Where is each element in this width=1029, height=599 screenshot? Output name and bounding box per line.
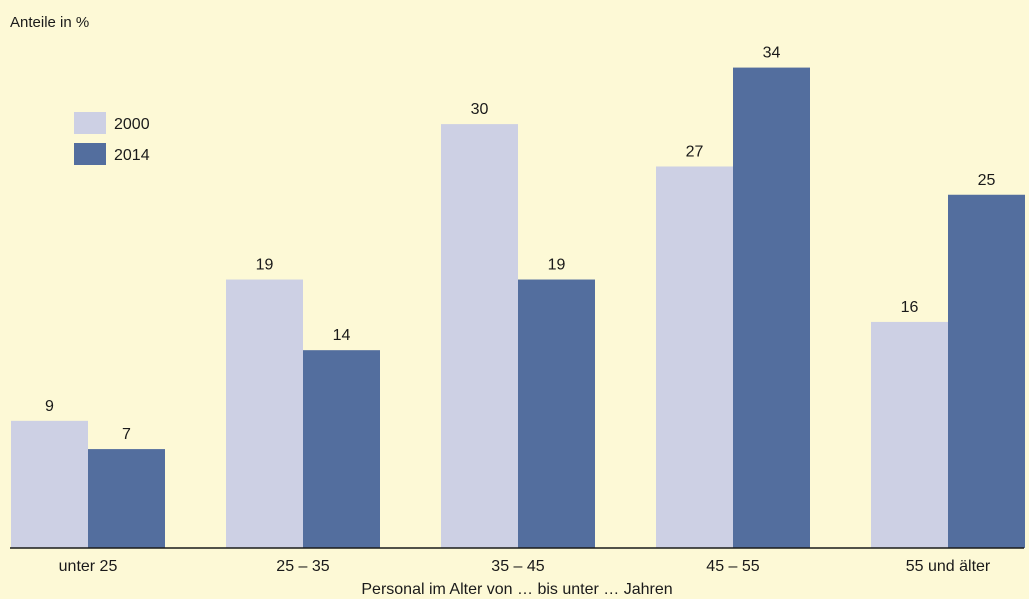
- bar-2000-1: [226, 279, 303, 548]
- x-tick-label-0: unter 25: [59, 558, 118, 575]
- value-label-2000-0: 9: [45, 398, 54, 415]
- value-labels-group: 9 7 19 14 30 19 27 34 16 25: [45, 45, 995, 444]
- value-label-2000-4: 16: [901, 299, 919, 316]
- value-label-2014-4: 25: [978, 172, 996, 189]
- bar-2000-3: [656, 166, 733, 549]
- x-tick-label-4: 55 und älter: [906, 558, 991, 575]
- bar-2014-1: [303, 350, 380, 548]
- bar-2014-0: [88, 449, 165, 548]
- legend-swatch-2014: [74, 143, 106, 165]
- legend-swatch-2000: [74, 112, 106, 134]
- bar-2014-4: [948, 194, 1025, 548]
- value-label-2014-3: 34: [763, 45, 781, 62]
- x-tick-label-2: 35 – 45: [491, 558, 544, 575]
- x-tick-label-1: 25 – 35: [276, 558, 329, 575]
- bar-2000-2: [441, 124, 518, 548]
- y-axis-label: Anteile in %: [10, 14, 89, 31]
- x-axis-label: Personal im Alter von … bis unter … Jahr…: [361, 581, 672, 598]
- bar-2000-4: [871, 321, 948, 548]
- value-label-2000-3: 27: [686, 143, 704, 160]
- value-label-2000-1: 19: [256, 257, 274, 274]
- x-tick-labels-group: unter 25 25 – 35 35 – 45 45 – 55 55 und älte…: [59, 558, 991, 575]
- legend: 2000 2014: [74, 112, 150, 165]
- value-label-2014-1: 14: [333, 327, 351, 344]
- x-tick-label-3: 45 – 55: [706, 558, 759, 575]
- value-label-2000-2: 30: [471, 101, 489, 118]
- bar-2014-2: [518, 279, 595, 548]
- legend-label-2014: 2014: [114, 147, 150, 164]
- bar-2014-3: [733, 67, 810, 548]
- bars-group: [11, 67, 1025, 549]
- legend-label-2000: 2000: [114, 116, 150, 133]
- bar-2000-0: [11, 420, 88, 548]
- value-label-2014-2: 19: [548, 257, 566, 274]
- value-label-2014-0: 7: [122, 426, 131, 443]
